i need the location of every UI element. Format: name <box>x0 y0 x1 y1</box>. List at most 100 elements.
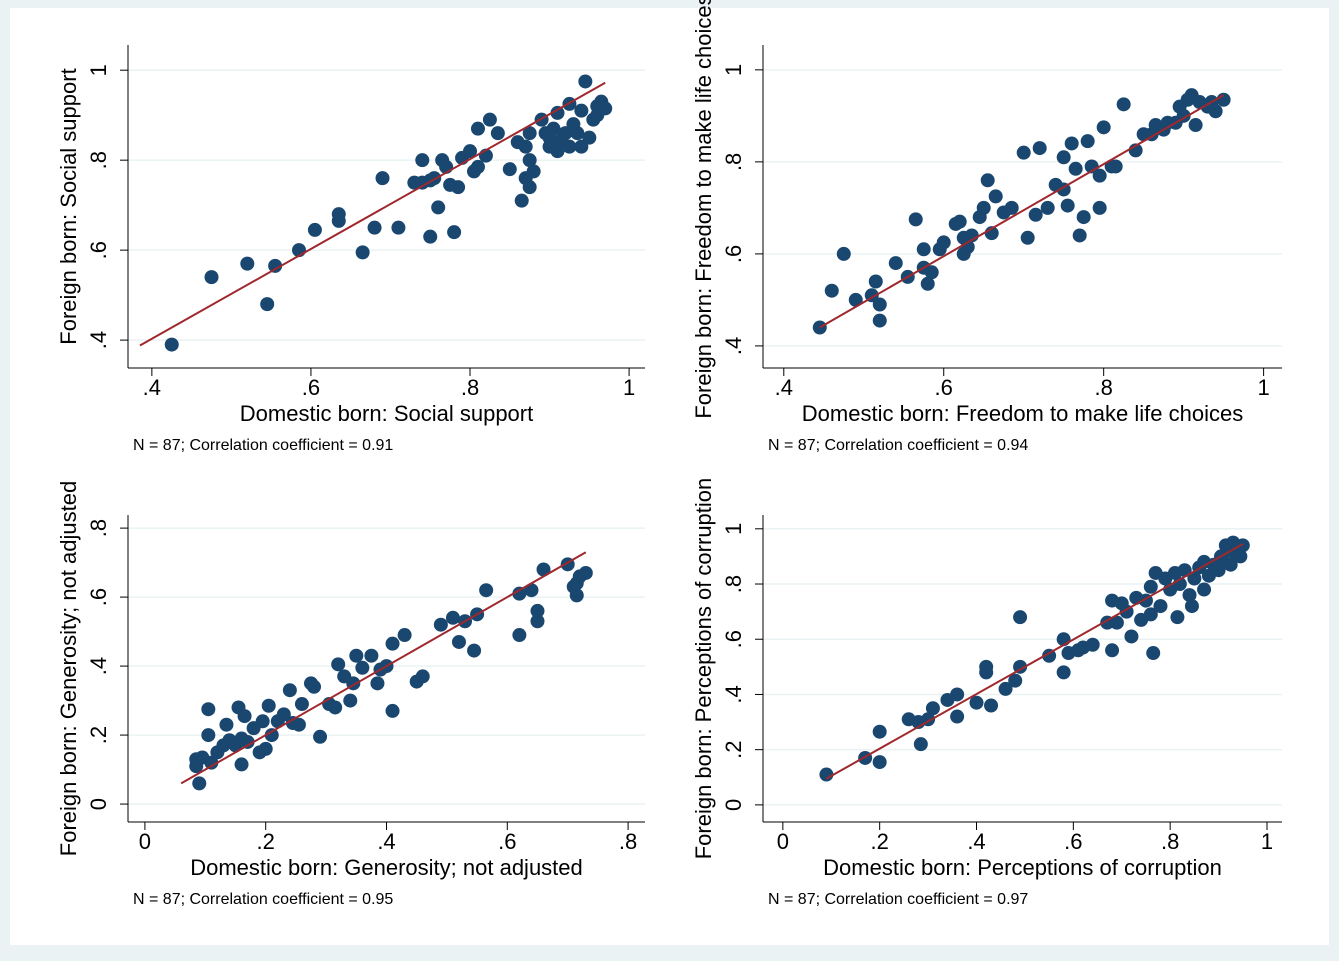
x-axis-title: Domestic born: Perceptions of corruption <box>823 855 1222 880</box>
point <box>522 180 537 195</box>
point <box>872 724 887 739</box>
point <box>201 728 216 743</box>
point <box>1109 615 1124 630</box>
point <box>1068 161 1083 176</box>
point <box>240 734 255 749</box>
point <box>1028 207 1043 222</box>
point <box>331 657 346 672</box>
point <box>998 681 1013 696</box>
point <box>524 583 539 598</box>
point <box>240 256 255 271</box>
fit-line <box>139 81 606 347</box>
point <box>518 139 533 154</box>
point <box>1092 200 1107 215</box>
point <box>1188 118 1203 133</box>
point <box>1105 643 1120 658</box>
point <box>282 683 297 698</box>
point <box>1235 538 1250 553</box>
y-tick-label: 1 <box>721 64 746 76</box>
x-tick-label: .2 <box>870 829 888 854</box>
point <box>204 755 219 770</box>
point <box>570 126 585 141</box>
x-tick-label: .8 <box>1161 829 1179 854</box>
point <box>868 274 883 289</box>
point <box>980 173 995 188</box>
point <box>976 200 991 215</box>
fit-line <box>180 551 587 785</box>
point <box>888 256 903 271</box>
point <box>431 200 446 215</box>
point <box>479 583 494 598</box>
point <box>526 164 541 179</box>
x-tick-label: 1 <box>1257 375 1269 400</box>
point <box>924 265 939 280</box>
point <box>1116 97 1131 112</box>
y-axis-title: Foreign born: Freedom to make life choic… <box>691 0 716 419</box>
point <box>467 643 482 658</box>
point <box>234 757 249 772</box>
point <box>470 159 485 174</box>
y-tick-label: 1 <box>86 64 111 76</box>
point <box>391 220 406 235</box>
point <box>1143 579 1158 594</box>
point <box>291 717 306 732</box>
point <box>1056 665 1071 680</box>
point <box>313 729 328 744</box>
point <box>1124 629 1139 644</box>
point <box>1208 104 1223 119</box>
point <box>349 648 364 663</box>
fit-line <box>819 94 1225 329</box>
point <box>1197 582 1212 597</box>
point <box>397 628 412 643</box>
point <box>1233 549 1248 564</box>
point <box>415 153 430 168</box>
point <box>530 614 545 629</box>
note: N = 87; Correlation coefficient = 0.95 <box>133 891 393 908</box>
point <box>355 660 370 675</box>
point <box>237 709 252 724</box>
point <box>204 270 219 285</box>
point <box>258 741 273 756</box>
point <box>201 702 216 717</box>
point <box>1092 168 1107 183</box>
point <box>260 297 275 312</box>
point <box>550 144 565 159</box>
point <box>1056 150 1071 165</box>
point <box>1064 136 1079 151</box>
y-tick-label: 1 <box>721 523 746 535</box>
point <box>1223 557 1238 572</box>
point <box>522 126 537 141</box>
point <box>1182 588 1197 603</box>
x-tick-label: .6 <box>302 375 320 400</box>
y-axis-title: Foreign born: Perceptions of corruption <box>691 478 716 860</box>
x-tick-label: 1 <box>623 375 635 400</box>
x-tick-label: 0 <box>777 829 789 854</box>
y-tick-label: .4 <box>86 331 111 349</box>
point <box>1108 159 1123 174</box>
point <box>415 669 430 684</box>
point <box>1146 646 1161 661</box>
point <box>872 297 887 312</box>
x-tick-label: .8 <box>1094 375 1112 400</box>
point <box>1060 198 1075 213</box>
point <box>451 634 466 649</box>
point <box>988 189 1003 204</box>
point <box>916 242 931 257</box>
note: N = 87; Correlation coefficient = 0.94 <box>768 437 1028 454</box>
point <box>294 697 309 712</box>
point <box>536 562 551 577</box>
x-tick-label: .8 <box>461 375 479 400</box>
point <box>219 717 234 732</box>
y-tick-label: 0 <box>721 799 746 811</box>
point <box>1085 637 1100 652</box>
point <box>514 193 529 208</box>
point <box>385 703 400 718</box>
point <box>1216 92 1231 107</box>
point <box>925 701 940 716</box>
point <box>1020 230 1035 245</box>
point <box>1076 210 1091 225</box>
point <box>562 139 577 154</box>
point <box>307 222 322 237</box>
point <box>433 617 448 632</box>
x-tick-label: .8 <box>619 829 637 854</box>
